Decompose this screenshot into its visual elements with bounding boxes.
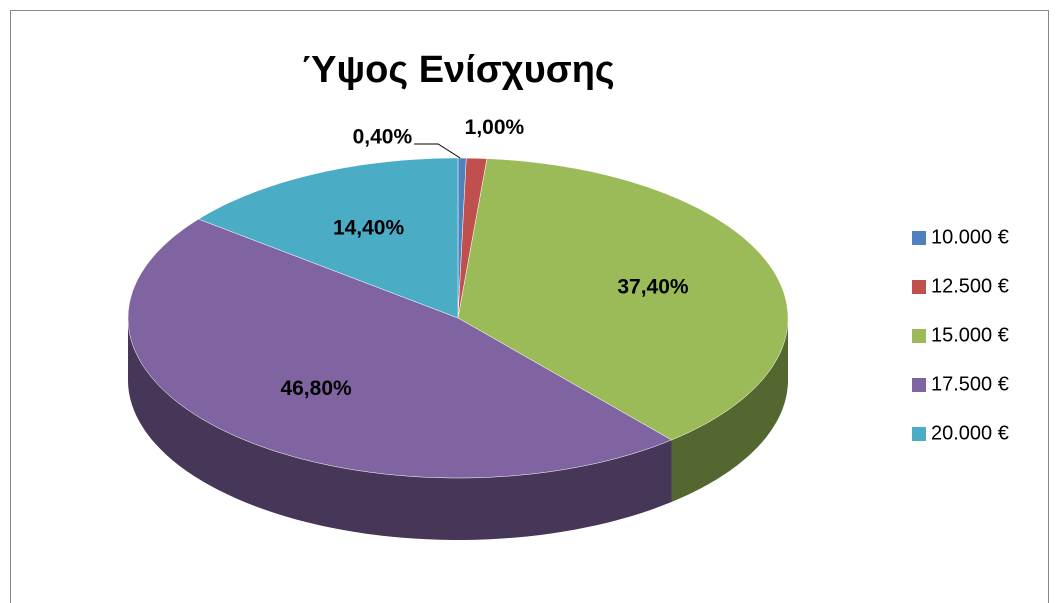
data-label: 1,00% <box>465 116 525 139</box>
pie-slice <box>127 218 673 479</box>
legend-swatch <box>912 378 926 392</box>
legend-label: 15.000 € <box>931 324 1009 346</box>
legend-swatch <box>912 329 926 343</box>
legend-swatch <box>912 280 926 294</box>
chart-border <box>10 10 1049 603</box>
legend-label: 10.000 € <box>931 226 1009 248</box>
legend-label: 17.500 € <box>931 373 1009 395</box>
pie-side <box>128 318 672 540</box>
legend-swatch <box>912 427 926 441</box>
pie-side <box>671 318 788 502</box>
data-label: 14,40% <box>333 216 405 239</box>
chart-title: Ύψος Ενίσχυσης <box>301 49 614 91</box>
data-label: 0,40% <box>353 126 413 149</box>
legend-label: 20.000 € <box>931 422 1009 444</box>
leader-line <box>414 143 461 159</box>
data-label: 37,40% <box>617 275 689 298</box>
pie-slice <box>197 157 459 319</box>
pie-slice <box>457 158 789 441</box>
legend-swatch <box>912 231 926 245</box>
legend-label: 12.500 € <box>931 275 1009 297</box>
data-label: 46,80% <box>280 377 352 400</box>
